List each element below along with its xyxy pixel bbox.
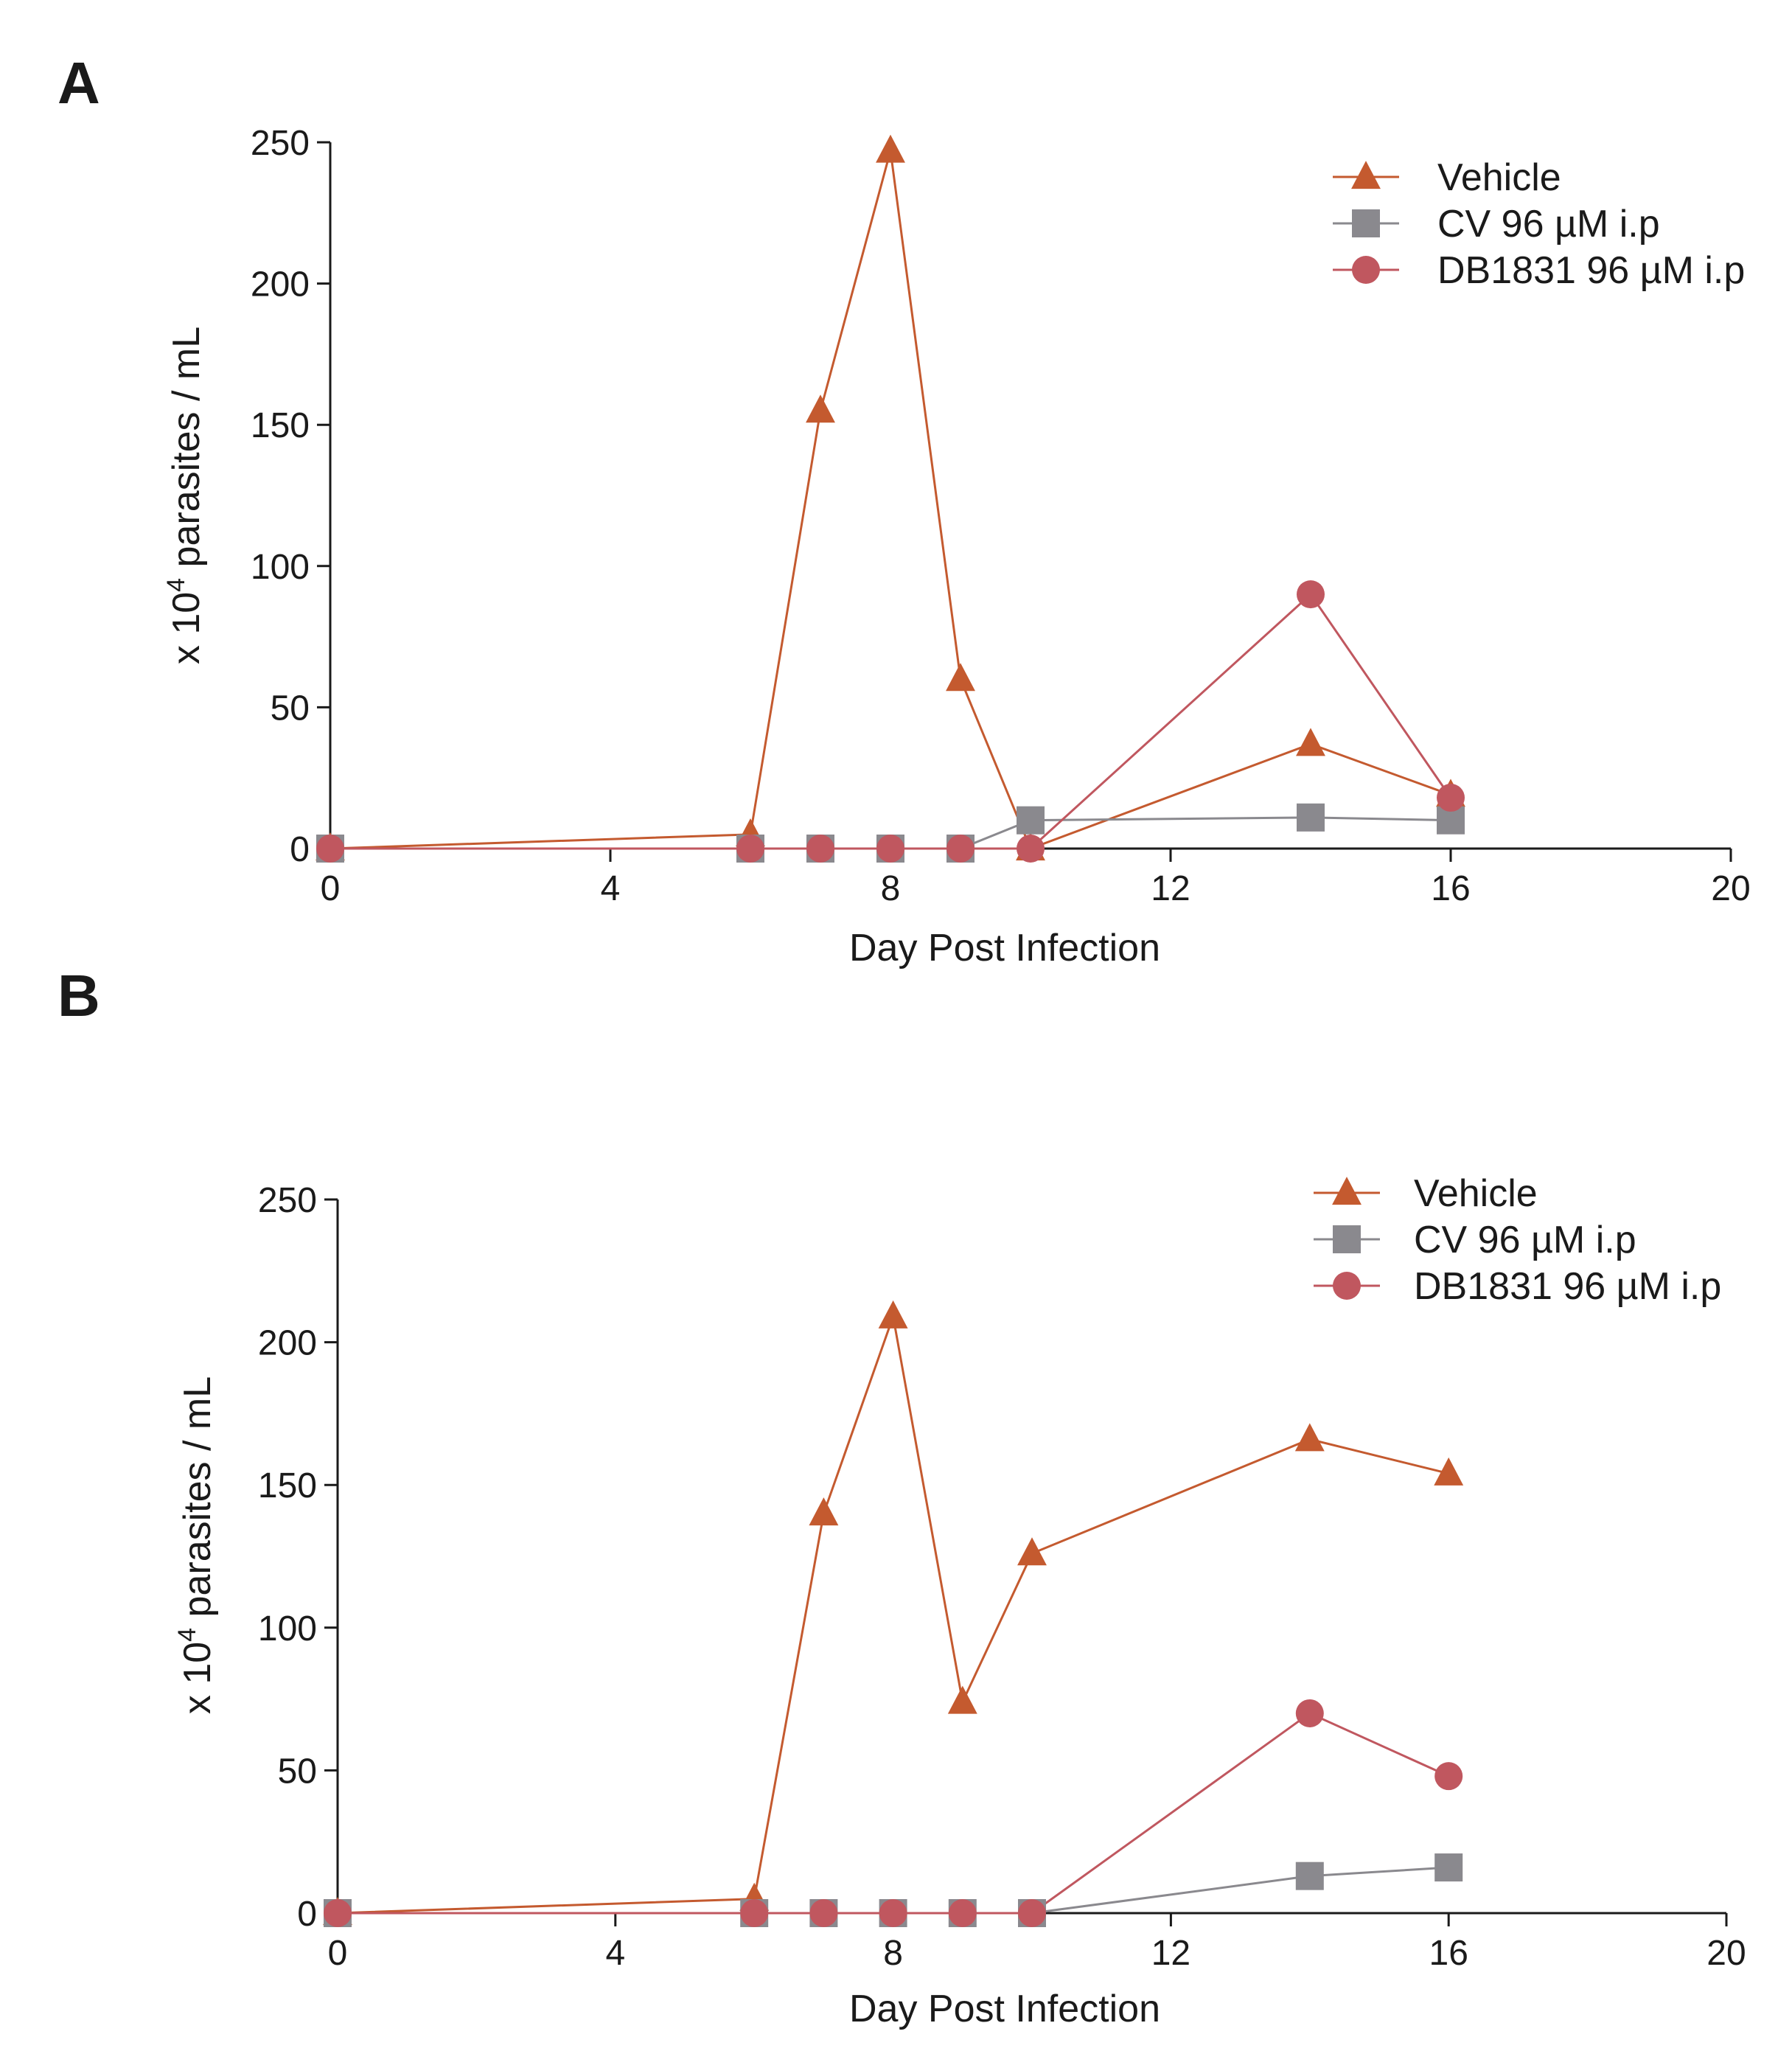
y-tick-label: 200: [251, 265, 310, 304]
data-point-db1831: [948, 1899, 977, 1927]
legend-marker-db1831: [1352, 256, 1380, 284]
y-tick-label: 50: [278, 1752, 317, 1791]
y-tick-label: 0: [290, 830, 310, 869]
data-point-db1831: [876, 835, 904, 863]
legend-label-vehicle: Vehicle: [1414, 1172, 1538, 1215]
x-axis-title: Day Post Infection: [849, 1988, 1160, 2030]
x-tick-label: 12: [1151, 869, 1190, 908]
data-point-db1831: [806, 835, 834, 863]
data-point-db1831: [324, 1899, 352, 1927]
data-point-db1831: [946, 835, 975, 863]
panel-label: A: [57, 50, 100, 116]
data-point-cv: [1434, 1853, 1463, 1882]
data-point-vehicle: [806, 394, 835, 423]
panel-label: B: [57, 963, 100, 1028]
x-tick-label: 20: [1711, 869, 1750, 908]
x-tick-label: 8: [883, 1934, 903, 1973]
x-tick-label: 0: [328, 1934, 348, 1973]
x-tick-label: 0: [321, 869, 341, 908]
data-point-cv: [1297, 803, 1325, 832]
legend-marker-vehicle: [1332, 1177, 1362, 1205]
y-tick-label: 100: [251, 548, 310, 587]
data-point-cv: [1017, 806, 1045, 835]
legend-marker-cv: [1333, 1225, 1361, 1253]
legend-label-db1831: DB1831 96 µM i.p: [1437, 249, 1745, 292]
data-point-db1831: [809, 1899, 838, 1927]
x-tick-label: 16: [1431, 869, 1470, 908]
data-point-db1831: [736, 835, 764, 863]
data-point-db1831: [316, 835, 344, 863]
y-tick-label: 250: [258, 1181, 317, 1220]
x-tick-label: 8: [881, 869, 901, 908]
data-point-vehicle: [876, 134, 905, 163]
x-axis-title: Day Post Infection: [849, 927, 1160, 969]
series-line-vehicle: [337, 1312, 1449, 1915]
data-point-vehicle: [878, 1300, 908, 1329]
legend-label-vehicle: Vehicle: [1437, 156, 1561, 199]
data-point-db1831: [740, 1899, 769, 1927]
data-point-vehicle: [1434, 1457, 1464, 1486]
data-point-db1831: [879, 1899, 907, 1927]
data-point-db1831: [1437, 784, 1465, 812]
x-tick-label: 20: [1706, 1934, 1746, 1973]
data-point-db1831: [1434, 1762, 1463, 1791]
y-tick-label: 0: [297, 1895, 317, 1934]
x-tick-label: 12: [1151, 1934, 1190, 1973]
chart-panel-a: A 0 50 100 150 200 250 0 4 8 12 16 20 Day Post Infect…: [57, 50, 1751, 969]
legend-label-db1831: DB1831 96 µM i.p: [1414, 1265, 1721, 1308]
y-axis-title: x 104 parasites / mL: [173, 1376, 219, 1714]
chart-panel-b: B 0 50 100 150 200 250 0 4 8 12 16 20 Day Post Infect…: [57, 963, 1746, 2030]
data-point-db1831: [1018, 1899, 1046, 1927]
y-tick-label: 150: [258, 1466, 317, 1505]
series-line-db1831: [338, 1712, 1449, 1915]
y-tick-label: 100: [258, 1609, 317, 1648]
series-line-db1831: [330, 592, 1452, 850]
legend-marker-cv: [1352, 209, 1380, 237]
y-tick-label: 250: [251, 124, 310, 163]
y-tick-label: 150: [251, 406, 310, 445]
data-point-vehicle: [809, 1497, 839, 1526]
data-point-vehicle: [1017, 1537, 1047, 1566]
x-tick-label: 4: [601, 869, 621, 908]
y-tick-label: 200: [258, 1324, 317, 1363]
data-point-db1831: [1295, 1699, 1324, 1727]
legend-marker-vehicle: [1351, 161, 1381, 189]
x-tick-label: 4: [605, 1934, 625, 1973]
data-point-db1831: [1297, 580, 1325, 609]
y-axis-title: x 104 parasites / mL: [162, 327, 208, 664]
data-point-vehicle: [1296, 728, 1325, 756]
legend-label-cv: CV 96 µM i.p: [1437, 203, 1660, 245]
legend-marker-db1831: [1333, 1272, 1361, 1300]
legend-label-cv: CV 96 µM i.p: [1414, 1219, 1636, 1261]
y-tick-label: 50: [271, 689, 310, 728]
data-point-vehicle: [946, 663, 975, 692]
data-point-vehicle: [1294, 1423, 1325, 1452]
data-point-cv: [1295, 1862, 1324, 1890]
data-point-db1831: [1017, 835, 1045, 863]
series-line-vehicle: [330, 150, 1451, 850]
data-point-vehicle: [947, 1685, 977, 1714]
x-tick-label: 16: [1429, 1934, 1468, 1973]
